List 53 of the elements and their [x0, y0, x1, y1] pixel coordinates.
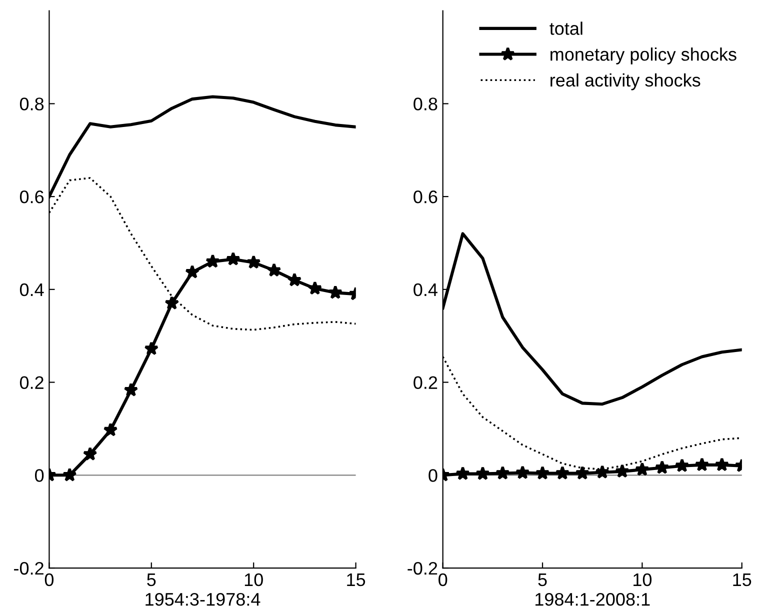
y-tick-label: 0.8 — [414, 98, 438, 110]
point — [144, 341, 159, 356]
point — [515, 465, 530, 480]
point — [714, 457, 730, 472]
x-tick-label: 0 — [438, 573, 448, 586]
legend-label: real activity shocks — [550, 73, 700, 90]
y-tick-label: 0.6 — [20, 190, 44, 204]
x-tick-label: 5 — [538, 574, 547, 586]
y-tick-label: 0.8 — [20, 98, 44, 110]
y-tick-label: 0.4 — [20, 283, 44, 296]
point — [654, 460, 670, 474]
legend-label: total — [550, 22, 582, 35]
point — [456, 466, 470, 480]
y-tick-label: 0.2 — [414, 376, 438, 390]
point — [62, 468, 77, 482]
x-axis-title: 1984:1-2008:1 — [536, 592, 650, 606]
y-tick-label: 0.6 — [414, 190, 438, 204]
point — [226, 252, 240, 266]
x-tick-label: 15 — [733, 574, 752, 586]
point — [634, 462, 650, 476]
x-tick-label: 15 — [347, 574, 366, 586]
point — [615, 464, 630, 478]
point — [694, 457, 710, 472]
point — [103, 422, 118, 436]
point — [495, 466, 510, 480]
x-tick-label: 10 — [244, 573, 263, 586]
x-tick-label: 5 — [147, 574, 156, 586]
point — [287, 272, 302, 286]
point — [535, 466, 550, 480]
y-tick-label: 0.2 — [20, 376, 44, 390]
point — [595, 464, 610, 479]
point — [328, 285, 343, 299]
legend-label: monetary policy shocks — [550, 48, 736, 64]
point — [674, 458, 690, 472]
y-tick-label: -0.2 — [408, 562, 438, 575]
point — [266, 262, 282, 277]
y-tick-label: 0 — [35, 469, 44, 482]
point — [206, 254, 220, 268]
point — [124, 382, 138, 396]
y-tick-label: 0 — [428, 469, 438, 482]
point — [476, 466, 490, 480]
point — [164, 296, 180, 310]
point — [575, 466, 590, 480]
x-tick-label: 10 — [634, 573, 652, 586]
point — [308, 280, 322, 295]
x-tick-label: 0 — [44, 573, 54, 586]
point — [185, 264, 200, 279]
point — [82, 446, 98, 461]
y-tick-label: -0.2 — [14, 562, 44, 575]
x-axis-title: 1954:3-1978:4 — [146, 592, 260, 606]
y-tick-label: 0.4 — [414, 283, 438, 296]
point — [555, 466, 570, 480]
point — [246, 254, 261, 269]
